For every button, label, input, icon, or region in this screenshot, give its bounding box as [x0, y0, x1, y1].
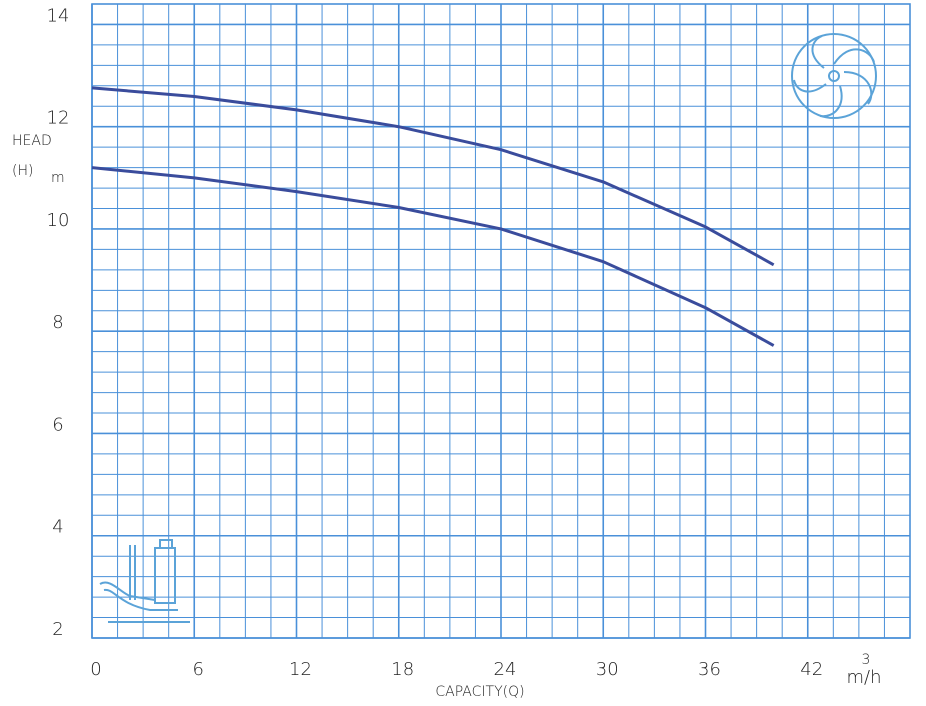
x-tick-label: 6 — [193, 659, 204, 680]
impeller-icon — [791, 33, 877, 119]
x-axis-unit: m/h — [846, 667, 881, 688]
plot-frame — [91, 3, 911, 639]
x-tick-label: 0 — [90, 659, 101, 680]
y-tick-label: 12 — [47, 108, 70, 129]
x-axis-unit-sup: 3 — [862, 652, 871, 668]
y-tick-label: 8 — [52, 312, 63, 333]
y-tick-label: 10 — [47, 210, 70, 231]
x-tick-label: 18 — [391, 659, 414, 680]
curve — [91, 86, 775, 267]
curve — [91, 166, 775, 347]
pump-icon — [99, 539, 190, 623]
x-tick-label: 30 — [596, 659, 619, 680]
y-tick-label: 4 — [52, 517, 63, 538]
x-tick-label: 42 — [800, 659, 823, 680]
x-axis-label: CAPACITY(Q) — [435, 684, 524, 700]
y-tick-label: 14 — [47, 5, 70, 26]
x-tick-label: 12 — [289, 659, 312, 680]
y-tick-label: 6 — [52, 414, 63, 435]
y-axis-label: HEAD — [12, 133, 52, 149]
y-axis-symbol: (H) — [12, 163, 33, 179]
y-tick-label: 2 — [52, 619, 63, 640]
grid — [91, 3, 911, 639]
x-tick-label: 24 — [494, 659, 517, 680]
x-tick-label: 36 — [698, 659, 721, 680]
y-axis-unit: m — [51, 170, 65, 186]
